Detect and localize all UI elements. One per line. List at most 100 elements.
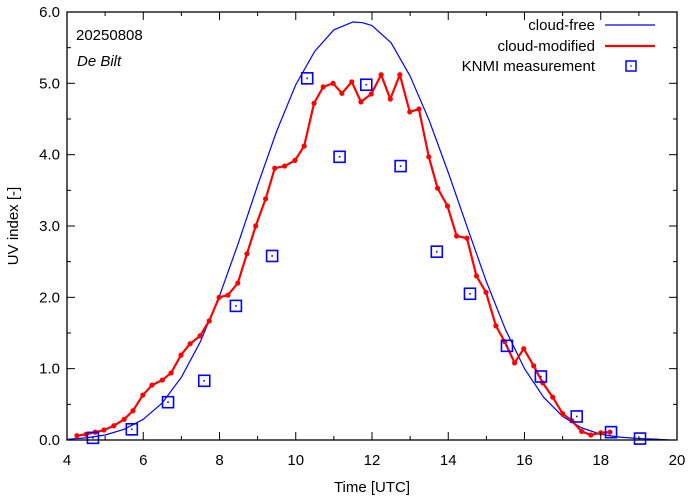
marker-dot <box>540 375 542 378</box>
knmi-measurement-marker <box>265 249 279 263</box>
marker-dot <box>436 250 438 253</box>
knmi-measurement-marker <box>125 422 139 436</box>
knmi-measurement-marker <box>430 245 444 258</box>
marker-dot <box>235 305 237 307</box>
cloud-free-line <box>66 21 670 441</box>
x-tick-label: 14 <box>440 452 457 469</box>
cloud-modified-point <box>473 273 480 279</box>
cloud-modified-point <box>130 408 136 414</box>
marker-square <box>359 78 373 92</box>
marker-dot <box>92 437 94 439</box>
cloud-modified-point <box>349 79 355 85</box>
y-tick-label: 1.0 <box>39 361 60 378</box>
date-annotation: 20250808 <box>76 27 143 44</box>
marker-square <box>500 339 514 353</box>
marker-dot <box>469 292 471 295</box>
cloud-modified-point <box>140 392 146 398</box>
cloud-modified-point <box>444 203 451 209</box>
cloud-modified-point <box>206 318 212 324</box>
knmi-measurement-marker <box>359 78 373 92</box>
marker-square <box>534 370 548 383</box>
cloud-modified-point <box>434 185 441 191</box>
cloud-modified-point <box>149 382 155 388</box>
series-cloud-modified <box>74 72 613 439</box>
marker-dot <box>610 431 612 433</box>
cloud-modified-point <box>225 292 231 298</box>
cloud-modified-point <box>426 154 432 160</box>
cloud-modified-point <box>607 429 613 435</box>
cloud-modified-point <box>121 416 127 422</box>
knmi-measurement-marker <box>86 431 100 445</box>
cloud-modified-point <box>339 90 345 96</box>
series-knmi-measurement <box>86 72 647 445</box>
marker-square <box>125 422 139 436</box>
marker-dot <box>639 437 641 440</box>
plot-frame <box>66 11 678 441</box>
cloud-modified-point <box>464 235 470 241</box>
cloud-modified-point <box>301 143 307 149</box>
marker-dot <box>575 415 578 418</box>
marker-square <box>86 431 100 445</box>
x-tick-label: 4 <box>63 452 71 469</box>
series-layer <box>66 21 670 445</box>
x-tick-label: 12 <box>364 452 381 469</box>
cloud-modified-point <box>387 96 393 102</box>
x-tick-label: 16 <box>516 452 533 469</box>
cloud-modified-point <box>159 377 165 383</box>
marker-dot <box>167 401 169 403</box>
knmi-measurement-marker <box>333 150 346 164</box>
cloud-modified-point <box>588 432 594 438</box>
knmi-measurement-marker <box>534 370 548 383</box>
cloud-modified-point <box>511 360 518 366</box>
cloud-modified-point <box>358 99 364 105</box>
cloud-modified-point <box>235 280 241 286</box>
knmi-measurement-marker <box>633 432 647 445</box>
marker-square <box>197 374 211 388</box>
cloud-modified-point <box>368 91 374 97</box>
cloud-modified-line <box>76 73 610 437</box>
cloud-modified-point <box>292 157 298 163</box>
cloud-modified-point <box>311 100 317 106</box>
legend-label-cloud-modified: cloud-modified <box>497 38 595 55</box>
cloud-modified-point <box>101 427 107 433</box>
legend: cloud-free cloud-modified KNMI measureme… <box>462 17 655 75</box>
marker-square <box>570 410 584 423</box>
cloud-modified-point <box>560 411 566 417</box>
cloud-modified-point <box>407 109 413 115</box>
knmi-measurement-marker <box>604 425 618 439</box>
cloud-modified-point <box>253 223 259 229</box>
y-tick-label: 0.0 <box>39 432 60 449</box>
marker-dot <box>338 156 341 158</box>
cloud-modified-point <box>550 394 556 400</box>
cloud-modified-point <box>187 341 193 347</box>
marker-dot <box>271 255 273 257</box>
y-tick-labels: 0.0 1.0 2.0 3.0 4.0 5.0 6.0 <box>39 4 60 449</box>
cloud-modified-point <box>320 84 326 90</box>
y-tick-label: 6.0 <box>39 4 60 21</box>
marker-square <box>394 159 407 173</box>
cloud-modified-point <box>416 106 422 112</box>
knmi-measurement-marker <box>394 159 407 173</box>
cloud-modified-point <box>493 323 499 329</box>
x-tick-label: 6 <box>139 452 147 469</box>
y-tick-label: 3.0 <box>39 218 60 235</box>
cloud-modified-point <box>282 163 288 169</box>
marker-square <box>333 150 346 164</box>
legend-label-cloud-free: cloud-free <box>528 17 595 34</box>
y-tick-label: 2.0 <box>39 289 60 306</box>
knmi-measurement-marker <box>500 339 514 353</box>
cloud-modified-point <box>244 251 250 257</box>
cloud-modified-point <box>531 363 537 369</box>
marker-square <box>161 395 175 409</box>
marker-square <box>463 287 477 301</box>
legend-label-knmi-measurement: KNMI measurement <box>462 58 596 75</box>
marker-dot <box>131 428 133 431</box>
marker-square <box>633 432 647 445</box>
knmi-measurement-marker <box>229 299 243 313</box>
cloud-modified-point <box>272 165 278 171</box>
knmi-measurement-marker <box>570 410 584 423</box>
y-tick-label: 4.0 <box>39 147 60 164</box>
y-axis-title: UV index [-] <box>5 187 22 265</box>
cloud-modified-point <box>74 433 80 439</box>
